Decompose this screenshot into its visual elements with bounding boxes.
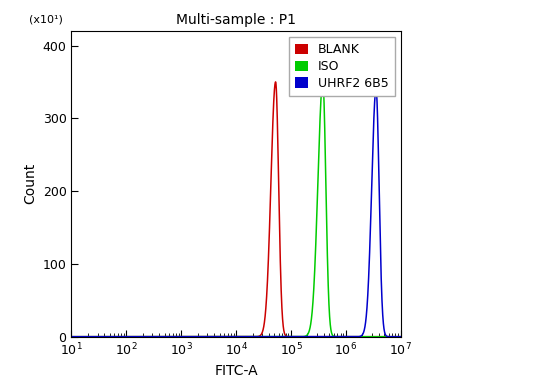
ISO — [282, 334, 289, 339]
ISO — [128, 334, 135, 339]
UHRF2 6B5 — [128, 334, 135, 339]
BLANK — [68, 334, 75, 339]
BLANK — [397, 334, 404, 339]
Legend: BLANK, ISO, UHRF2 6B5: BLANK, ISO, UHRF2 6B5 — [289, 37, 395, 96]
BLANK — [314, 334, 321, 339]
BLANK — [272, 80, 279, 84]
ISO — [339, 334, 345, 339]
Line: UHRF2 6B5: UHRF2 6B5 — [71, 89, 401, 337]
UHRF2 6B5 — [194, 334, 200, 339]
UHRF2 6B5 — [266, 334, 272, 339]
Line: BLANK: BLANK — [71, 82, 401, 337]
BLANK — [339, 334, 345, 339]
BLANK — [128, 334, 135, 339]
ISO — [194, 334, 200, 339]
BLANK — [282, 333, 289, 338]
Text: (x10¹): (x10¹) — [29, 15, 63, 25]
BLANK — [266, 243, 272, 248]
ISO — [266, 334, 272, 339]
ISO — [314, 202, 321, 207]
X-axis label: FITC-A: FITC-A — [214, 364, 258, 378]
ISO — [397, 334, 404, 339]
Y-axis label: Count: Count — [23, 163, 37, 204]
ISO — [68, 334, 75, 339]
UHRF2 6B5 — [282, 334, 289, 339]
UHRF2 6B5 — [397, 334, 404, 339]
UHRF2 6B5 — [339, 334, 345, 339]
BLANK — [194, 334, 200, 339]
UHRF2 6B5 — [373, 87, 379, 91]
UHRF2 6B5 — [68, 334, 75, 339]
Line: ISO: ISO — [71, 82, 401, 337]
ISO — [320, 80, 326, 84]
UHRF2 6B5 — [314, 334, 321, 339]
Title: Multi-sample : P1: Multi-sample : P1 — [176, 13, 296, 27]
